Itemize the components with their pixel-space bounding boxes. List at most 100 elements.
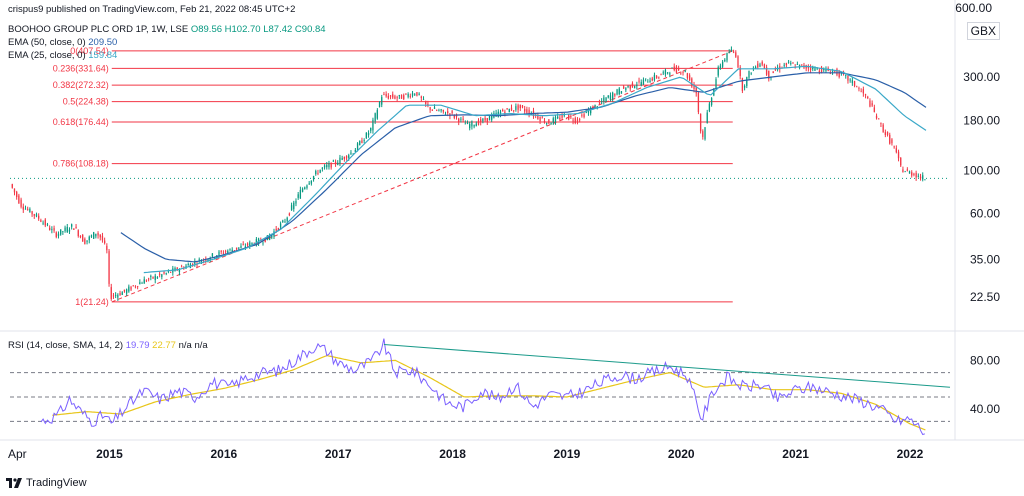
fib-level-label: 0.382(272.32) [53, 80, 109, 90]
candle-body [860, 91, 862, 93]
candle-body [444, 114, 447, 115]
candle-body [394, 96, 396, 99]
candle-body [878, 118, 880, 120]
candle-body [161, 274, 163, 277]
candle-body [820, 67, 823, 73]
candle-body [286, 217, 288, 221]
candle-body [145, 280, 148, 282]
candle-body [433, 107, 436, 109]
candle-body [754, 66, 757, 69]
candle-body [187, 264, 189, 266]
candle-body [341, 158, 343, 160]
candle-body [491, 115, 493, 120]
ema25-legend[interactable]: EMA (25, close, 0) 159.84 [8, 50, 117, 61]
candle-body [682, 71, 684, 73]
candle-body [16, 191, 18, 198]
candle-body [348, 155, 350, 158]
candle-body [458, 118, 460, 123]
ema50-value: 209.50 [88, 37, 118, 48]
candle-body [385, 94, 387, 97]
candle-body [436, 110, 438, 112]
candle-body [396, 97, 398, 99]
candle-body [90, 235, 93, 237]
candle-body [680, 72, 682, 74]
candle-body [904, 171, 906, 173]
published-by: crispus9 published on TradingView.com, F… [8, 4, 296, 15]
candle-body [405, 93, 407, 95]
candle-body [814, 68, 816, 71]
candle-body [447, 111, 449, 114]
currency-badge[interactable]: GBX [966, 22, 1000, 40]
candle-body [251, 242, 253, 246]
candle-body [765, 67, 768, 75]
candle-body [513, 110, 515, 112]
price-tick-label: 22.50 [970, 290, 1000, 304]
candle-body [579, 119, 581, 121]
candle-body [546, 123, 548, 124]
candle-body [673, 66, 675, 71]
candle-body [275, 228, 277, 231]
candle-body [847, 75, 849, 81]
footer-brand[interactable]: TradingView [26, 477, 87, 489]
candle-body [306, 185, 308, 188]
candle-body [95, 233, 97, 237]
candle-body [499, 111, 502, 116]
candle-body [691, 78, 693, 87]
candle-body [242, 244, 244, 246]
rsi-tick-label: 80.00 [970, 353, 1000, 367]
candle-body [42, 222, 44, 224]
candle-body [627, 85, 629, 87]
candle-body [834, 70, 836, 72]
ema50-legend[interactable]: EMA (50, close, 0) 209.50 [8, 37, 117, 48]
candle-body [288, 213, 291, 216]
candle-body [106, 245, 108, 251]
time-tick-label: 2016 [210, 447, 237, 461]
candle-body [293, 202, 295, 209]
candle-body [677, 68, 680, 70]
candle-body [528, 109, 530, 115]
candle-body [339, 157, 341, 164]
candle-body [416, 92, 418, 96]
candle-body [869, 100, 871, 107]
candle-body [809, 67, 812, 71]
candle-body [141, 283, 143, 284]
candle-body [882, 124, 884, 133]
price-axis: 300.00 180.00 100.00 60.00 35.00 22.50 600.00 [10, 1, 1000, 304]
candle-body [574, 118, 576, 123]
ema25-label: EMA (25, close, 0) [8, 50, 86, 61]
rsi-label: RSI (14, close, SMA, 14, 2) [8, 340, 124, 351]
candle-body [222, 252, 225, 254]
candle-body [35, 214, 38, 217]
candle-body [264, 238, 266, 242]
candle-body [370, 127, 372, 131]
candle-body [889, 134, 891, 144]
candle-body [53, 228, 55, 231]
candle-body [176, 267, 178, 271]
candle-body [554, 116, 557, 123]
candle-body [279, 223, 282, 228]
candle-body [856, 86, 858, 88]
candle-body [550, 123, 552, 125]
candle-body [647, 81, 649, 83]
candle-body [748, 71, 750, 78]
candle-body [724, 59, 726, 62]
candle-body [688, 75, 691, 81]
candle-body [750, 72, 752, 74]
candle-body [526, 109, 528, 113]
candle-body [66, 226, 68, 233]
candle-body [829, 73, 832, 75]
ema25-value: 159.84 [88, 50, 118, 61]
rsi-legend[interactable]: RSI (14, close, SMA, 14, 2) 19.79 22.77 … [8, 340, 208, 351]
candle-body [587, 109, 590, 113]
candle-body [557, 116, 559, 119]
candle-body [719, 65, 722, 69]
symbol-name[interactable]: BOOHOO GROUP PLC ORD 1P, 1W, LSE [8, 24, 189, 35]
candle-body [913, 173, 915, 175]
candle-body [746, 77, 748, 86]
candle-body [908, 171, 911, 174]
candle-body [801, 64, 803, 66]
price-tick-label: 300.00 [963, 70, 1000, 84]
candle-body [343, 156, 346, 159]
candle-body [655, 76, 658, 78]
